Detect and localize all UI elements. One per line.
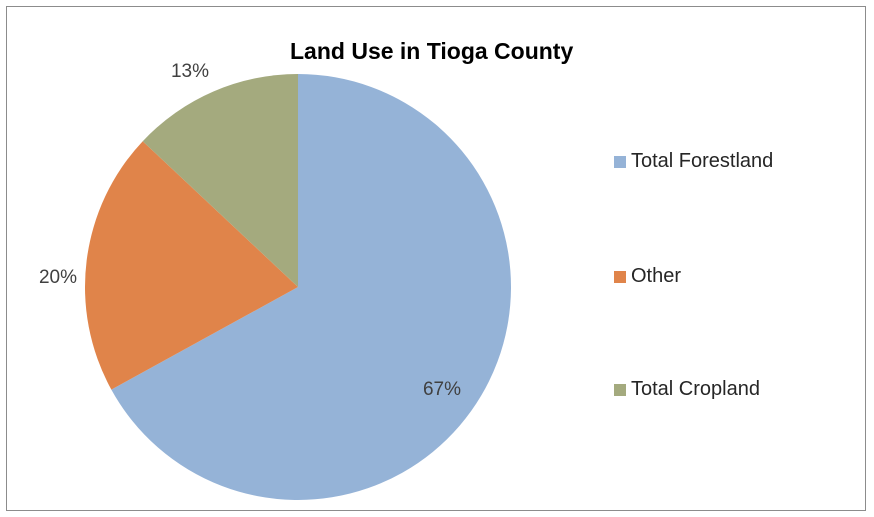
legend-label-other: Other [631, 265, 682, 287]
data-label-other: 20% [39, 267, 77, 288]
pie-slice-total-cropland [142, 74, 298, 287]
legend-item-other: Other [614, 265, 681, 288]
pie-slice-total-forestland [111, 74, 511, 500]
legend-swatch-total-cropland [614, 383, 626, 396]
legend-item-total-forestland: Total Forestland [614, 150, 773, 173]
data-label-total-forestland: 67% [423, 379, 461, 400]
legend-swatch-other [614, 270, 626, 283]
legend-swatch-total-forestland [614, 155, 626, 168]
data-label-total-cropland: 13% [171, 61, 209, 82]
pie-slice-other [85, 141, 298, 390]
legend-label-total-cropland: Total Cropland [631, 378, 760, 400]
legend-item-total-cropland: Total Cropland [614, 378, 760, 401]
chart-title: Land Use in Tioga County [290, 38, 574, 64]
legend-label-total-forestland: Total Forestland [631, 150, 774, 172]
